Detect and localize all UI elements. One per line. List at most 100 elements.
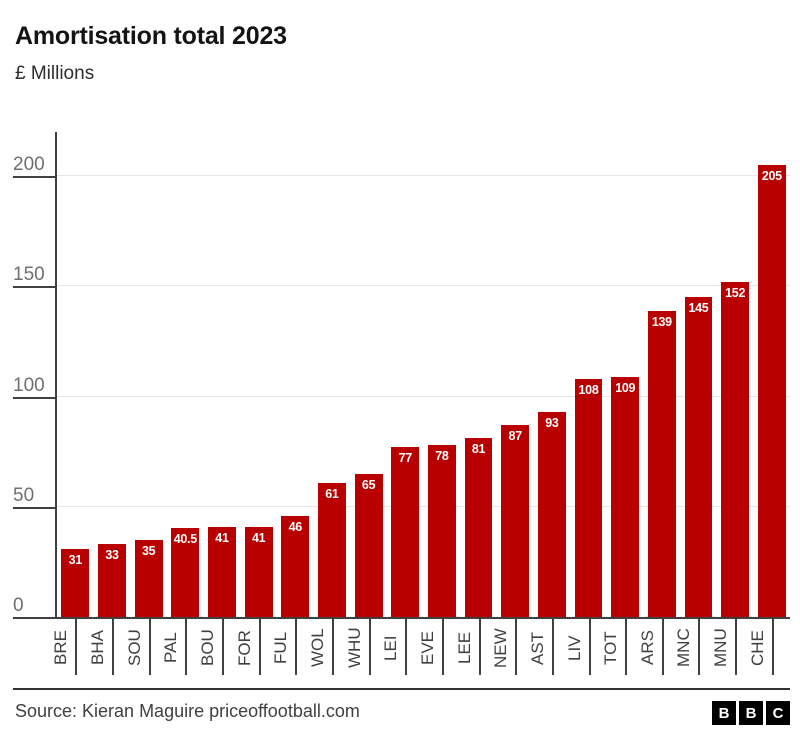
- x-cell-tot: TOT: [601, 617, 644, 679]
- x-cell-ars: ARS: [638, 617, 681, 679]
- y-tick-label: 150: [13, 264, 45, 286]
- bar-slot: 33: [94, 132, 131, 617]
- x-tick-label: MNC: [674, 628, 694, 668]
- x-cell-liv: LIV: [565, 617, 607, 679]
- x-cell-new: NEW: [491, 617, 534, 679]
- bars-container: 31 33 35 40.5 41 41 46 61 65 77 78 81 87 93 108 109 139 1…: [57, 132, 790, 617]
- x-tick-label: BOU: [197, 629, 217, 667]
- bar-slot: 78: [424, 132, 461, 617]
- x-tick: [551, 617, 554, 675]
- footer: Source: Kieran Maguire priceoffootball.c…: [15, 699, 790, 725]
- x-tick-label: TOT: [601, 631, 621, 665]
- bar-mnu: 152: [721, 281, 750, 617]
- x-tick: [735, 617, 738, 675]
- bar-value-label: 145: [688, 301, 709, 316]
- bar-slot: 41: [204, 132, 241, 617]
- x-cell-pal: PAL: [161, 617, 204, 679]
- x-tick: [478, 617, 481, 675]
- x-cell-mnc: MNC: [674, 617, 717, 679]
- x-cell-ful: FUL: [271, 617, 314, 679]
- bar-value-label: 46: [288, 519, 303, 534]
- x-axis-spacer: [0, 617, 57, 679]
- bar-slot: 205: [753, 132, 790, 617]
- x-cell-ast: AST: [528, 617, 571, 679]
- x-cell-mnu: MNU: [711, 617, 754, 679]
- x-cell-lei: LEI: [381, 617, 424, 679]
- x-tick: [771, 617, 774, 675]
- bar-bre: 31: [61, 548, 90, 617]
- x-tick: [368, 617, 371, 675]
- y-tick: 150: [13, 264, 57, 289]
- bar-slot: 152: [717, 132, 754, 617]
- bar-value-label: 81: [471, 442, 486, 457]
- bar-value-label: 41: [215, 530, 229, 545]
- bar-slot: 93: [534, 132, 571, 617]
- x-cell-eve: EVE: [418, 617, 461, 679]
- bar-value-label: 109: [615, 380, 636, 395]
- bar-slot: 109: [607, 132, 644, 617]
- y-tick: 100: [13, 375, 57, 399]
- gridline: [57, 175, 790, 177]
- x-tick-label: EVE: [417, 630, 437, 666]
- x-tick: [295, 617, 298, 675]
- x-tick-label: AST: [527, 631, 547, 665]
- y-tick-label: 50: [13, 484, 35, 506]
- y-tick-label: 200: [13, 154, 45, 176]
- plot-area: 31 33 35 40.5 41 41 46 61 65 77 78 81 87 93 108 109 139 1…: [55, 132, 790, 619]
- x-tick-label: LIV: [564, 635, 584, 661]
- bar-ast: 93: [537, 411, 566, 617]
- x-cell-lee: LEE: [455, 617, 497, 679]
- gridline: [57, 395, 790, 397]
- x-tick: [625, 617, 628, 675]
- bar-value-label: 93: [545, 415, 559, 430]
- bbc-logo-block: C: [766, 701, 790, 725]
- bar-value-label: 41: [251, 530, 266, 545]
- bar-slot: 31: [57, 132, 94, 617]
- bar-slot: 65: [350, 132, 387, 617]
- chart-header: Amortisation total 2023 £ Millions: [0, 0, 800, 85]
- bar-value-label: 61: [325, 486, 339, 501]
- x-tick: [111, 617, 114, 675]
- y-axis: 0 50 100 150 200: [0, 132, 57, 619]
- x-tick-label: MNU: [711, 628, 731, 668]
- bar-lee: 81: [464, 438, 493, 617]
- bar-mnc: 145: [684, 297, 713, 617]
- bbc-logo-block: B: [712, 701, 736, 725]
- x-tick: [258, 617, 261, 675]
- x-tick: [441, 617, 444, 675]
- bar-ars: 139: [647, 310, 676, 617]
- bbc-logo: B B C: [712, 701, 790, 725]
- bar-value-label: 31: [68, 552, 83, 567]
- x-cell-bha: BHA: [88, 617, 131, 679]
- chart-title: Amortisation total 2023: [15, 22, 287, 50]
- bar-value-label: 77: [398, 451, 413, 466]
- x-cell-bou: BOU: [198, 617, 241, 679]
- bar-value-label: 205: [761, 169, 782, 184]
- x-tick: [405, 617, 408, 675]
- bar-bha: 33: [98, 544, 126, 617]
- bar-wol: 61: [318, 482, 346, 617]
- bar-slot: 40.5: [167, 132, 204, 617]
- x-tick-label: CHE: [747, 630, 767, 666]
- bar-value-label: 108: [578, 382, 599, 397]
- x-tick-label: FUL: [271, 631, 291, 665]
- bar-slot: 145: [680, 132, 717, 617]
- y-tick: 50: [13, 485, 57, 509]
- x-axis: BRE BHA SOU PAL BOU FOR FUL WOL WHU LEI EVE LEE NEW A…: [0, 617, 790, 679]
- footer-divider: [13, 688, 790, 690]
- bbc-logo-block: B: [739, 701, 763, 725]
- chart-body: 0 50 100 150 200 31 33 35 40.5 41 41 46 61 65 77 78 81 8…: [0, 132, 790, 619]
- x-cell-whu: WHU: [345, 617, 387, 679]
- bar-tot: 109: [611, 376, 640, 617]
- bar-che: 205: [757, 165, 786, 617]
- bar-new: 87: [501, 425, 530, 617]
- gridline: [57, 285, 790, 287]
- y-tick: 0: [13, 595, 57, 619]
- x-tick: [331, 617, 334, 675]
- bar-slot: 139: [644, 132, 681, 617]
- x-cell-for: FOR: [235, 617, 277, 679]
- x-tick: [185, 617, 188, 675]
- x-tick: [75, 617, 78, 675]
- bar-pal: 40.5: [171, 527, 200, 617]
